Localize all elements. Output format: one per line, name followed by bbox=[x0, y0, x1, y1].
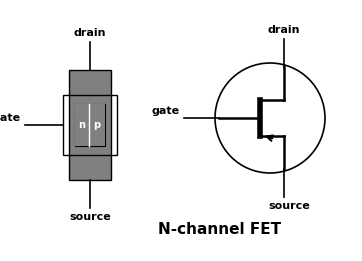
Text: drain: drain bbox=[74, 28, 106, 38]
Text: gate: gate bbox=[0, 113, 21, 123]
Text: n: n bbox=[78, 120, 85, 130]
Text: source: source bbox=[268, 201, 310, 211]
Bar bbox=[63, 95, 117, 155]
Bar bbox=[88, 104, 105, 146]
Text: drain: drain bbox=[268, 25, 300, 35]
Text: N-channel FET: N-channel FET bbox=[159, 222, 282, 238]
Text: source: source bbox=[69, 212, 111, 222]
Text: gate: gate bbox=[152, 106, 180, 116]
Bar bbox=[75, 104, 88, 146]
Bar bbox=[69, 70, 111, 180]
Text: p: p bbox=[93, 120, 100, 130]
Bar bbox=[75, 104, 105, 146]
